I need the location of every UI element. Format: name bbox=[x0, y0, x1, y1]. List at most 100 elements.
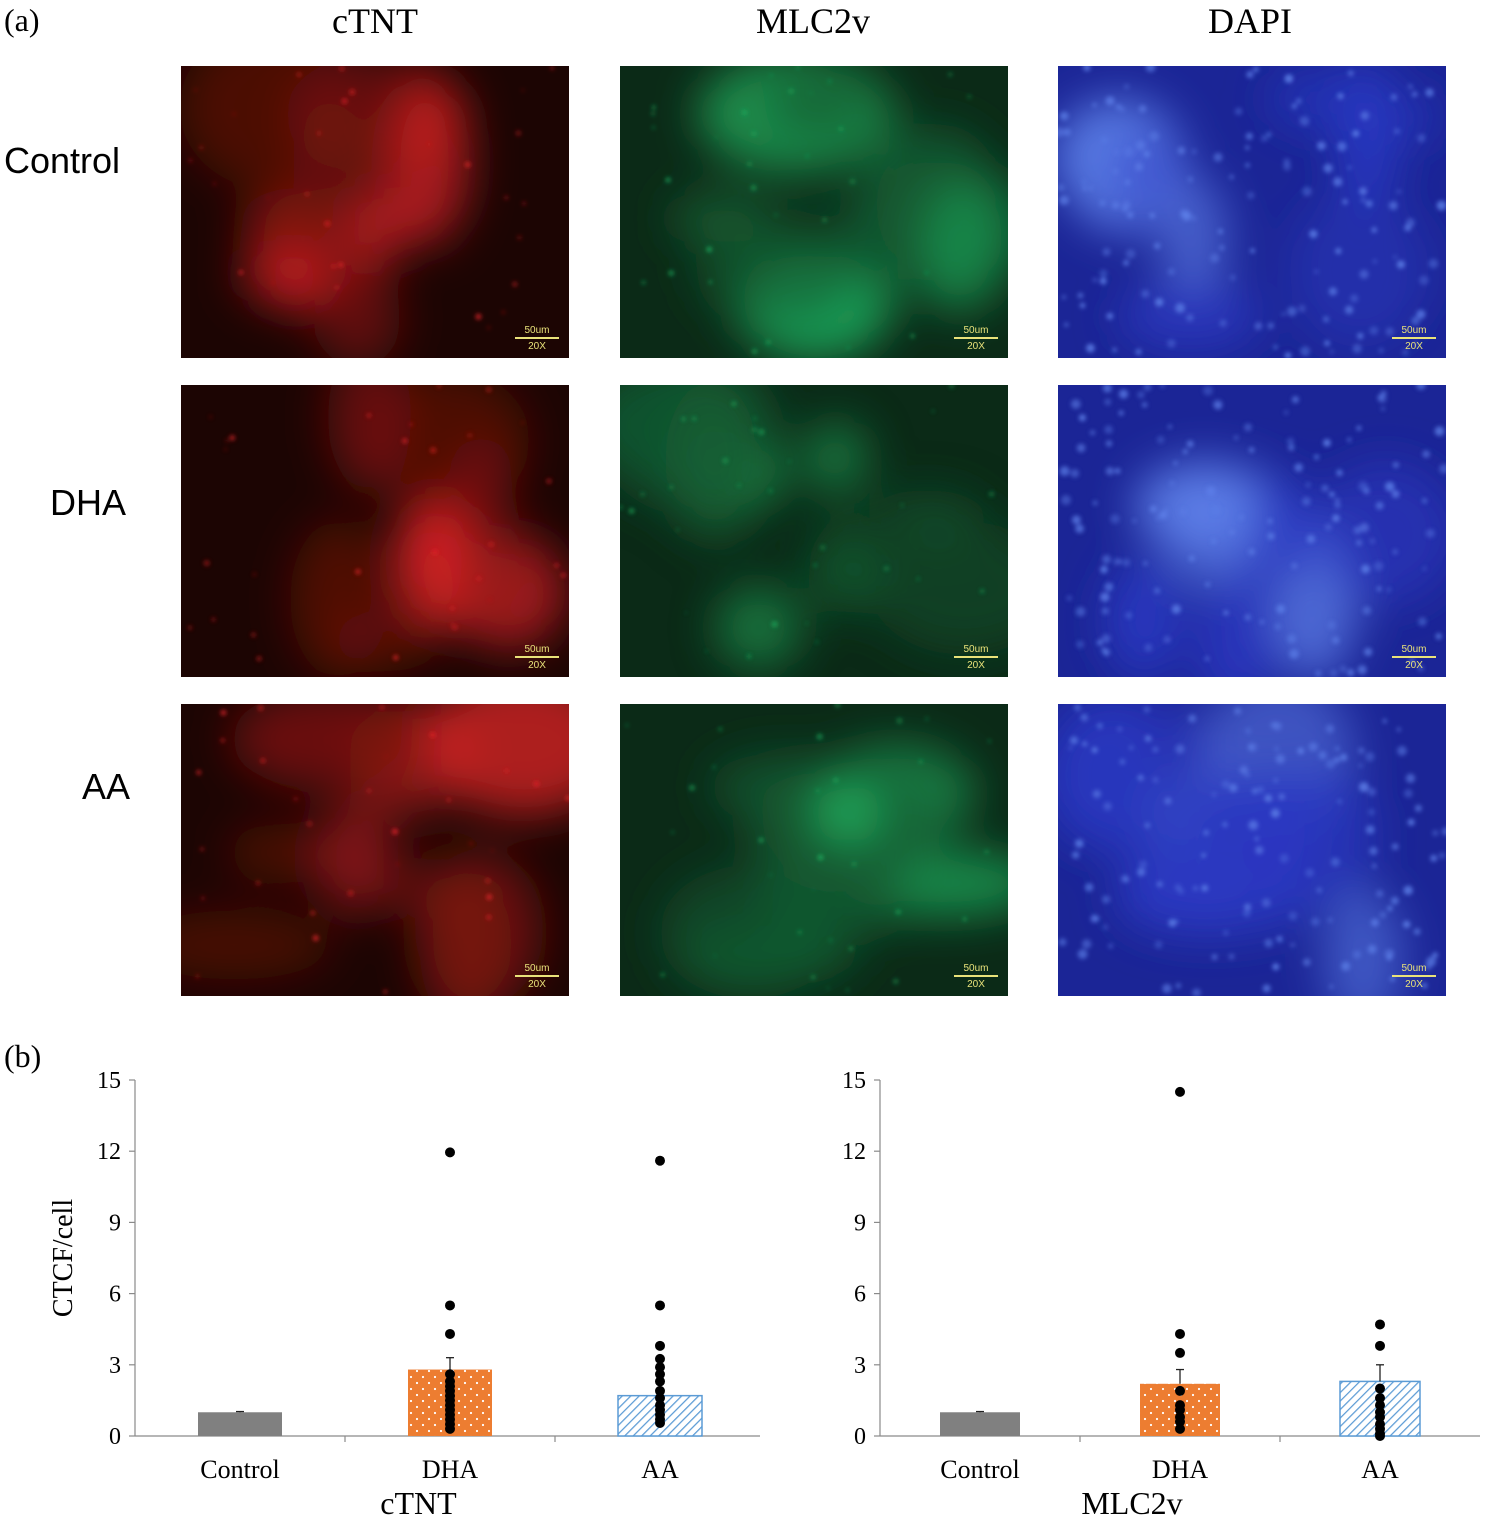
bar-chart-mlc2v: 0 3 6 9 12 15 Control DHA AA MLC2v bbox=[740, 1050, 1500, 1535]
data-point bbox=[1375, 1431, 1385, 1441]
scale-bar-line bbox=[1392, 656, 1436, 658]
scale-bar-magnification: 20X bbox=[967, 660, 985, 671]
scale-bar-line bbox=[1392, 975, 1436, 977]
data-point bbox=[655, 1417, 665, 1428]
scale-bar: 50um 20X bbox=[1392, 644, 1436, 671]
x-tick-label: AA bbox=[641, 1455, 679, 1484]
micrograph-control-ctnt: 50um 20X bbox=[181, 66, 569, 358]
scale-bar: 50um 20X bbox=[1392, 963, 1436, 990]
scale-bar: 50um 20X bbox=[954, 644, 998, 671]
scale-bar: 50um 20X bbox=[515, 325, 559, 352]
data-point bbox=[1175, 1328, 1185, 1339]
y-tick-label: 6 bbox=[854, 1282, 866, 1308]
scale-bar-length: 50um bbox=[963, 644, 989, 655]
scale-bar-magnification: 20X bbox=[1405, 979, 1423, 990]
x-tick-label: DHA bbox=[422, 1455, 479, 1484]
column-title-dapi: DAPI bbox=[1207, 1, 1292, 41]
row-label-control: Control bbox=[4, 140, 121, 181]
y-tick-label: 3 bbox=[109, 1353, 121, 1379]
micrograph-dha-dapi: 50um 20X bbox=[1058, 385, 1446, 677]
data-point bbox=[1175, 1423, 1185, 1434]
scale-bar: 50um 20X bbox=[954, 325, 998, 352]
micrograph-aa-mlc2v: 50um 20X bbox=[620, 704, 1008, 996]
x-tick-label: Control bbox=[200, 1455, 279, 1484]
y-tick-label: 0 bbox=[109, 1424, 121, 1450]
y-tick-label: 0 bbox=[854, 1424, 866, 1450]
x-tick-label: AA bbox=[1361, 1455, 1399, 1484]
scale-bar-length: 50um bbox=[1401, 325, 1427, 336]
data-point bbox=[445, 1328, 455, 1339]
data-point bbox=[1175, 1347, 1185, 1358]
bar-chart-ctnt-svg: 0 3 6 9 12 15 CTCF/cell Control DHA AA cTNT bbox=[48, 1068, 765, 1521]
data-point bbox=[1175, 1416, 1185, 1427]
bar-chart-ctnt: 0 3 6 9 12 15 CTCF/cell Control DHA AA cTNT bbox=[0, 1050, 765, 1535]
scale-bar: 50um 20X bbox=[1392, 325, 1436, 352]
scale-bar-length: 50um bbox=[524, 644, 550, 655]
scale-bar-line bbox=[954, 656, 998, 658]
data-point bbox=[655, 1385, 665, 1396]
scale-bar-magnification: 20X bbox=[528, 341, 546, 352]
bar-control bbox=[940, 1412, 1020, 1436]
micrograph-aa-dapi: 50um 20X bbox=[1058, 704, 1446, 996]
y-tick-label: 15 bbox=[97, 1068, 121, 1094]
x-axis-label: MLC2v bbox=[1081, 1485, 1182, 1521]
panel-b-label: (b) bbox=[4, 1038, 42, 1074]
scale-bar-magnification: 20X bbox=[967, 341, 985, 352]
row-label-aa: AA bbox=[82, 766, 131, 807]
scale-bar-line bbox=[515, 656, 559, 658]
data-point bbox=[655, 1155, 665, 1166]
column-title-ctnt: cTNT bbox=[332, 1, 418, 41]
data-point bbox=[1375, 1319, 1385, 1330]
y-tick-label: 12 bbox=[97, 1139, 121, 1165]
micrograph-control-mlc2v: 50um 20X bbox=[620, 66, 1008, 358]
data-point bbox=[655, 1376, 665, 1387]
data-point bbox=[655, 1300, 665, 1311]
y-tick-label: 6 bbox=[109, 1282, 121, 1308]
data-point bbox=[1375, 1393, 1385, 1404]
micrograph-control-dapi: 50um 20X bbox=[1058, 66, 1446, 358]
scale-bar-length: 50um bbox=[1401, 963, 1427, 974]
scale-bar-length: 50um bbox=[963, 963, 989, 974]
scale-bar-line bbox=[954, 975, 998, 977]
scale-bar-length: 50um bbox=[524, 325, 550, 336]
scale-bar-magnification: 20X bbox=[528, 660, 546, 671]
scale-bar-magnification: 20X bbox=[967, 979, 985, 990]
scale-bar-line bbox=[1392, 337, 1436, 339]
bar-chart-mlc2v-svg: 0 3 6 9 12 15 Control DHA AA MLC2v bbox=[842, 1068, 1480, 1521]
scale-bar-length: 50um bbox=[524, 963, 550, 974]
y-tick-label: 3 bbox=[854, 1353, 866, 1379]
data-point bbox=[1375, 1400, 1385, 1411]
data-point bbox=[445, 1300, 455, 1311]
data-point bbox=[1175, 1404, 1185, 1415]
data-point bbox=[1375, 1340, 1385, 1351]
row-label-dha: DHA bbox=[50, 482, 127, 523]
scale-bar-magnification: 20X bbox=[1405, 660, 1423, 671]
data-point bbox=[655, 1369, 665, 1380]
micrograph-aa-ctnt: 50um 20X bbox=[181, 704, 569, 996]
scale-bar: 50um 20X bbox=[515, 963, 559, 990]
micrograph-dha-mlc2v: 50um 20X bbox=[620, 385, 1008, 677]
column-title-mlc2v: MLC2v bbox=[755, 1, 870, 41]
y-tick-label: 15 bbox=[842, 1068, 866, 1094]
data-point bbox=[1375, 1412, 1385, 1423]
bar-control bbox=[198, 1412, 282, 1436]
scale-bar-magnification: 20X bbox=[1405, 341, 1423, 352]
scale-bar-magnification: 20X bbox=[528, 979, 546, 990]
y-tick-label: 9 bbox=[854, 1210, 866, 1236]
data-point bbox=[1175, 1086, 1185, 1097]
scale-bar-line bbox=[954, 337, 998, 339]
scale-bar-length: 50um bbox=[963, 325, 989, 336]
y-tick-label: 12 bbox=[842, 1139, 866, 1165]
micrograph-dha-ctnt: 50um 20X bbox=[181, 385, 569, 677]
data-point bbox=[655, 1393, 665, 1404]
data-point bbox=[655, 1353, 665, 1364]
scale-bar-length: 50um bbox=[1401, 644, 1427, 655]
scale-bar: 50um 20X bbox=[515, 644, 559, 671]
data-point bbox=[445, 1423, 455, 1434]
data-point bbox=[655, 1362, 665, 1373]
panel-a-label: (a) bbox=[4, 2, 40, 38]
data-point bbox=[655, 1340, 665, 1351]
y-tick-label: 9 bbox=[109, 1210, 121, 1236]
data-point bbox=[445, 1369, 455, 1380]
data-point bbox=[445, 1147, 455, 1158]
